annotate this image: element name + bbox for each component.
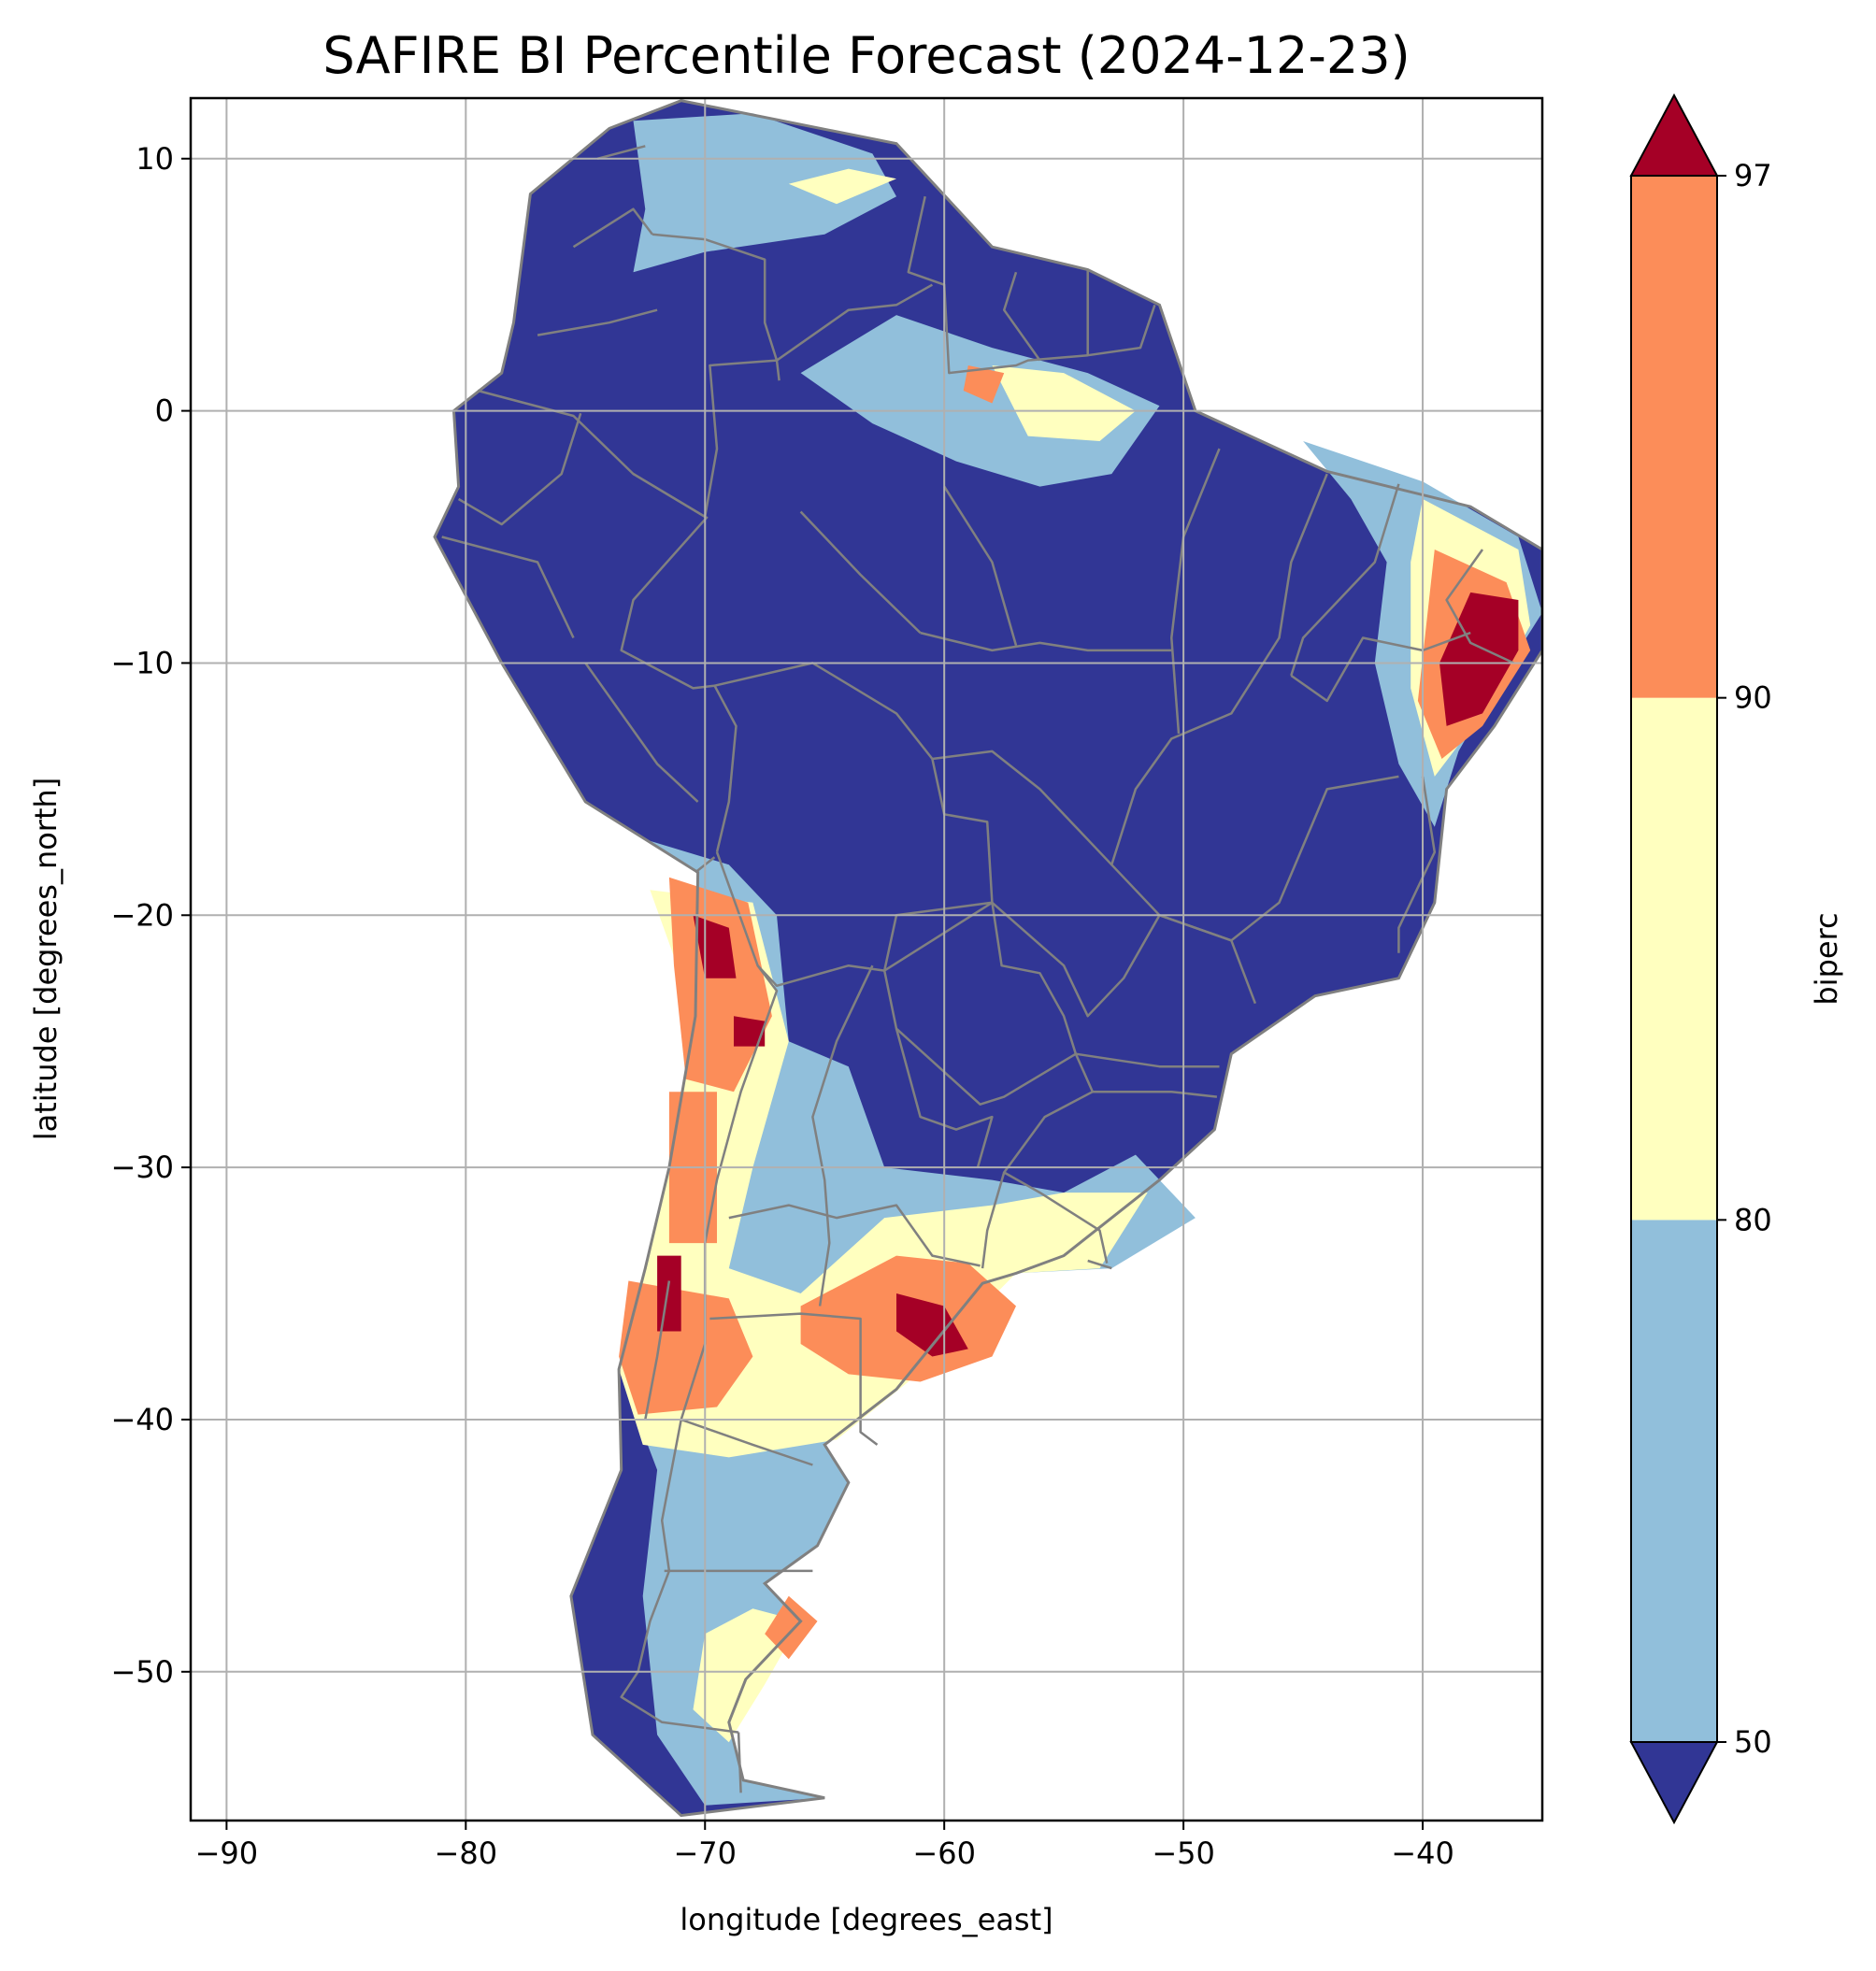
boundary-27 (811, 964, 874, 1307)
boundary-17 (1290, 483, 1400, 677)
colorbar-segment-3 (1631, 176, 1717, 698)
y-axis-ticks: 10 0 −10 −20 −30 −40 −50 (110, 141, 191, 1690)
colorbar-extend-high (1629, 93, 1719, 177)
colorbar: 50 80 90 97 biperc (1629, 93, 1844, 1825)
gridlines (191, 98, 1542, 1821)
colorbar-extend-low (1629, 1741, 1719, 1825)
y-tick-label: 10 (136, 141, 174, 177)
boundary-20 (932, 750, 1113, 866)
boundary-15 (1087, 1259, 1112, 1270)
boundary-18 (1170, 448, 1221, 735)
y-tick-label: −50 (110, 1654, 174, 1690)
boundary-6 (1086, 269, 1156, 357)
y-tick-label: −40 (110, 1402, 174, 1437)
region-16 (963, 365, 1005, 404)
colorbar-segments (1629, 93, 1719, 1825)
boundary-12 (882, 901, 1078, 1106)
boundary-39 (943, 485, 1018, 646)
boundary-37 (572, 207, 653, 249)
region-19 (734, 1016, 766, 1047)
colorbar-tick-label: 80 (1734, 1202, 1772, 1237)
boundary-36 (537, 308, 658, 336)
region-5 (788, 168, 896, 205)
boundary-5 (1002, 271, 1041, 362)
x-axis-label: longitude [degrees_east] (680, 1902, 1053, 1937)
x-tick-label: −90 (195, 1835, 259, 1871)
boundary-10 (620, 964, 779, 1734)
colorbar-segment-2 (1631, 697, 1717, 1221)
boundary-14 (981, 1172, 1006, 1269)
region-6 (992, 365, 1136, 441)
boundary-33 (644, 1280, 671, 1421)
boundary-38 (596, 145, 646, 161)
boundary-34 (584, 662, 699, 803)
boundary-35 (441, 536, 575, 639)
boundary-21 (991, 901, 1257, 1018)
x-tick-label: −70 (673, 1835, 737, 1871)
colorbar-tick-label: 50 (1734, 1724, 1772, 1760)
boundary-26 (1397, 776, 1437, 953)
region-21 (896, 1293, 968, 1357)
y-axis-label: latitude [degrees_north] (28, 778, 64, 1141)
colorbar-tick-label: 90 (1734, 680, 1772, 716)
boundary-7 (620, 516, 738, 853)
y-tick-label: −30 (110, 1150, 174, 1185)
colorbar-ticks: 50 80 90 97 (1717, 158, 1772, 1760)
boundary-28 (895, 1028, 994, 1168)
country-boundaries (433, 99, 1542, 1818)
boundary-19 (920, 631, 1172, 652)
coastline (433, 99, 1542, 1818)
boundary-23 (1075, 1052, 1220, 1068)
boundary-24 (1290, 631, 1471, 703)
plot-frame (189, 96, 1544, 1822)
boundary-22 (1092, 1090, 1218, 1098)
x-tick-label: −40 (1391, 1835, 1454, 1871)
y-tick-label: −20 (110, 897, 174, 933)
x-tick-label: −60 (912, 1835, 976, 1871)
region-17 (1439, 592, 1519, 726)
boundary-16 (1110, 473, 1399, 942)
boundary-29 (728, 1204, 981, 1267)
x-axis-ticks: −90 −80 −70 −60 −50 −40 (195, 1821, 1454, 1871)
x-tick-label: −50 (1152, 1835, 1215, 1871)
colorbar-tick-label: 97 (1734, 158, 1772, 193)
boundary-30 (709, 1312, 879, 1446)
region-18 (693, 915, 737, 978)
y-tick-label: 0 (155, 393, 174, 429)
region-1 (633, 113, 896, 273)
y-tick-label: −10 (110, 645, 174, 680)
boundary-11 (737, 1732, 742, 1793)
boundary-2 (632, 359, 780, 519)
region-20 (657, 1255, 681, 1332)
colorbar-frame (1630, 175, 1718, 1743)
region-2 (800, 315, 1160, 487)
boundary-40 (799, 510, 922, 634)
colorbar-segment-1 (1631, 1220, 1717, 1742)
x-tick-label: −80 (435, 1835, 498, 1871)
boundary-25 (1445, 549, 1514, 664)
boundary-4 (907, 195, 1088, 375)
boundary-1 (457, 412, 582, 526)
boundary-3 (652, 233, 934, 362)
chart-title: SAFIRE BI Percentile Forecast (2024-12-2… (322, 26, 1410, 85)
colorbar-label: biperc (1809, 912, 1844, 1005)
map-area (191, 98, 1542, 1821)
